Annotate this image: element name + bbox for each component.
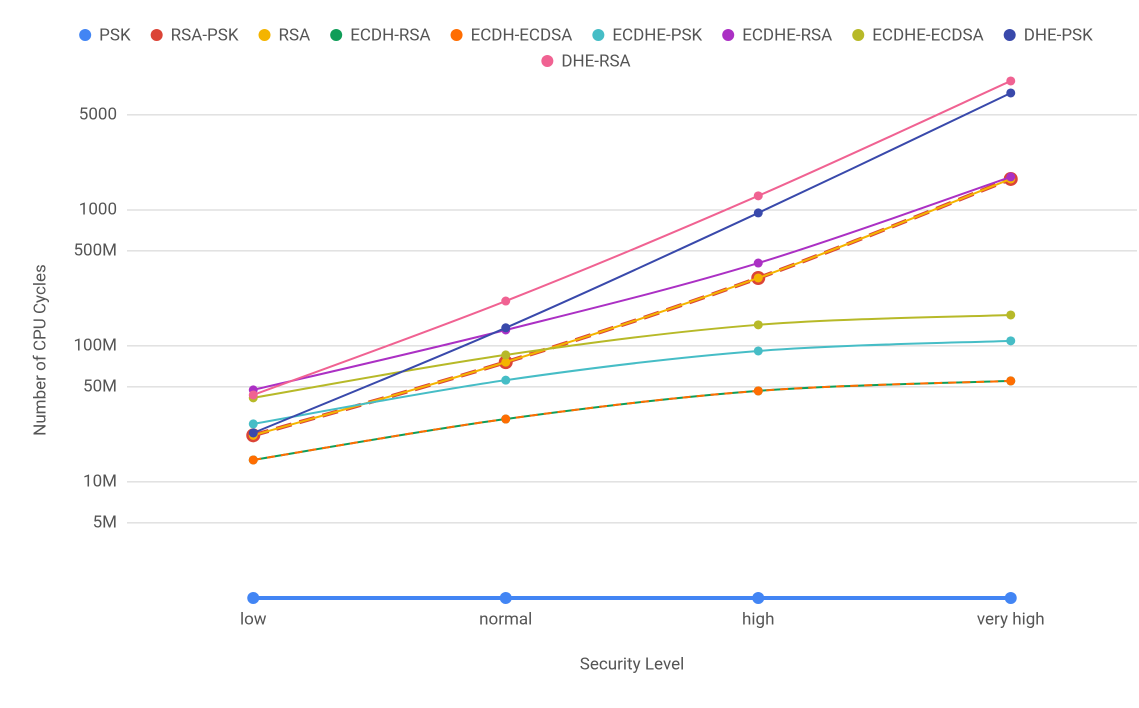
data-point [501,375,511,385]
data-point [248,419,258,429]
legend-label: RSA-PSK [171,25,239,45]
data-point [248,428,258,438]
x-tick-label: low [240,609,267,629]
data-point [501,414,511,424]
data-point [753,320,763,330]
series-line [253,175,1012,391]
data-point [752,592,765,604]
y-tick-label: 5M [93,512,117,532]
legend-marker [150,29,163,41]
series [248,172,1016,395]
data-point [1006,336,1016,346]
data-point [753,386,763,396]
y-tick-label: 100M [73,335,117,355]
y-tick-label: 1000 [79,199,117,219]
legend-marker [1003,29,1016,41]
series-line [252,80,1012,396]
legend-label: ECDHE-PSK [612,25,702,45]
data-point [248,455,258,465]
series [247,592,1017,604]
legend-marker [330,29,343,41]
series [248,376,1016,465]
legend-item: PSK [79,25,131,45]
data-point [247,592,260,604]
y-tick-label: 50M [83,376,117,396]
legend-label: ECDH-RSA [350,25,430,45]
legend-label: DHE-PSK [1024,25,1093,45]
series [248,376,1016,465]
y-tick-label: 5000 [79,104,117,124]
data-point [1006,376,1016,386]
legend-marker [852,29,865,41]
legend-item: RSA [258,25,311,45]
legend-item: DHE-PSK [1003,25,1093,45]
data-point [753,208,763,218]
data-point [501,323,511,333]
series-line [253,313,1011,399]
legend-marker [450,29,463,41]
x-tick-label: very high [977,609,1045,629]
legend-label: ECDH-ECDSA [471,25,573,45]
legend-item: DHE-RSA [541,51,631,71]
legend-marker [258,29,271,41]
legend-marker [722,29,735,41]
x-axis-title: Security Level [580,654,684,674]
data-point [248,390,258,400]
legend-marker [592,29,605,41]
legend-item: ECDH-RSA [330,25,431,45]
legend-marker [541,55,554,67]
legend-item: ECDHE-PSK [592,25,703,45]
x-tick-label: normal [479,609,532,629]
legend-marker [79,29,92,41]
series-line [253,379,1011,461]
data-point [1006,88,1016,98]
data-point [501,350,511,360]
data-point [1006,172,1016,182]
data-point [753,191,763,201]
data-point [753,346,763,356]
y-tick-label: 500M [73,240,117,260]
legend-item: RSA-PSK [150,25,239,45]
series [246,171,1018,443]
data-point [499,592,512,604]
data-point [1006,76,1016,86]
legend-label: DHE-RSA [561,51,630,71]
series [248,174,1016,440]
y-axis-title: Number of CPU Cycles [30,264,50,436]
legend-label: ECDHE-ECDSA [872,25,983,45]
data-point [753,273,763,283]
legend-label: PSK [99,25,131,45]
legend-label: RSA [279,25,311,45]
series-line [253,379,1011,461]
x-tick-label: high [742,609,774,629]
legend-label: ECDHE-RSA [742,25,832,45]
data-point [501,357,511,367]
series [248,76,1016,400]
series [248,88,1016,438]
y-tick-label: 10M [83,471,117,491]
legend-item: ECDH-ECDSA [450,25,573,45]
data-point [501,296,511,306]
data-point [1006,310,1016,320]
series-line [253,339,1011,425]
legend-item: ECDHE-ECDSA [852,25,984,45]
legend-item: ECDHE-RSA [722,25,832,45]
data-point [753,258,763,268]
data-point [1004,592,1017,604]
series [248,336,1016,429]
series-line [252,92,1012,434]
